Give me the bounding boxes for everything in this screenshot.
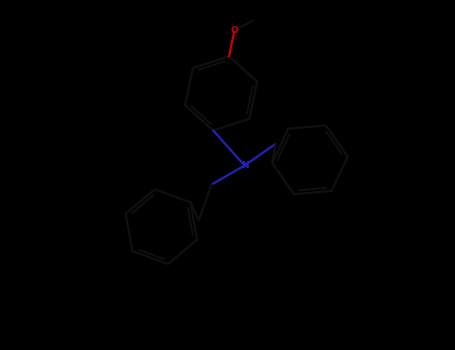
- Text: N: N: [241, 161, 248, 170]
- Text: O: O: [231, 26, 238, 35]
